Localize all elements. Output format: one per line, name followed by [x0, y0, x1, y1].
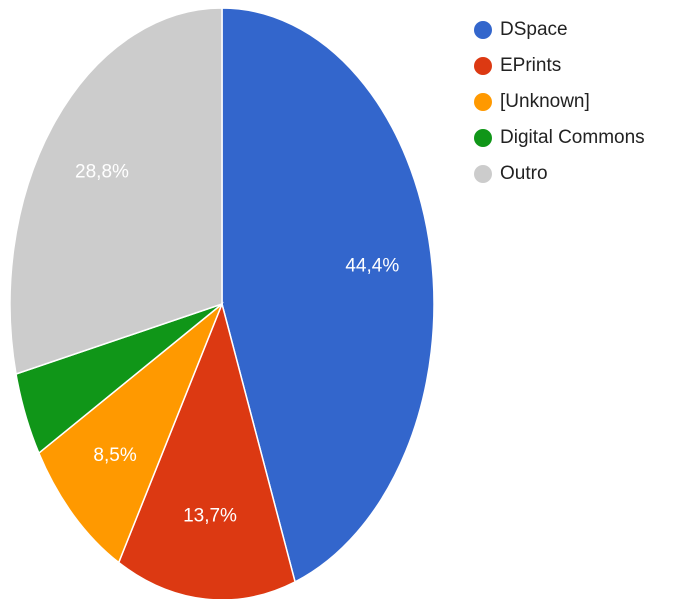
legend-label: EPrints [500, 55, 561, 76]
legend-label: DSpace [500, 19, 568, 40]
pie-slice [9, 7, 223, 375]
legend-swatch [474, 129, 492, 147]
legend-label: [Unknown] [500, 91, 590, 112]
legend-label: Outro [500, 163, 548, 184]
slice-label: 8,5% [93, 445, 136, 466]
legend-swatch [474, 57, 492, 75]
legend-swatch [474, 21, 492, 39]
legend-swatch [474, 93, 492, 111]
legend-label: Digital Commons [500, 127, 645, 148]
pie-slice [37, 301, 224, 564]
pie-slice [117, 301, 296, 599]
slice-label: 13,7% [183, 505, 237, 526]
slice-label: 28,8% [75, 161, 129, 182]
slice-label: 44,4% [345, 256, 399, 277]
pie-slice [221, 7, 435, 583]
legend-swatch [474, 165, 492, 183]
